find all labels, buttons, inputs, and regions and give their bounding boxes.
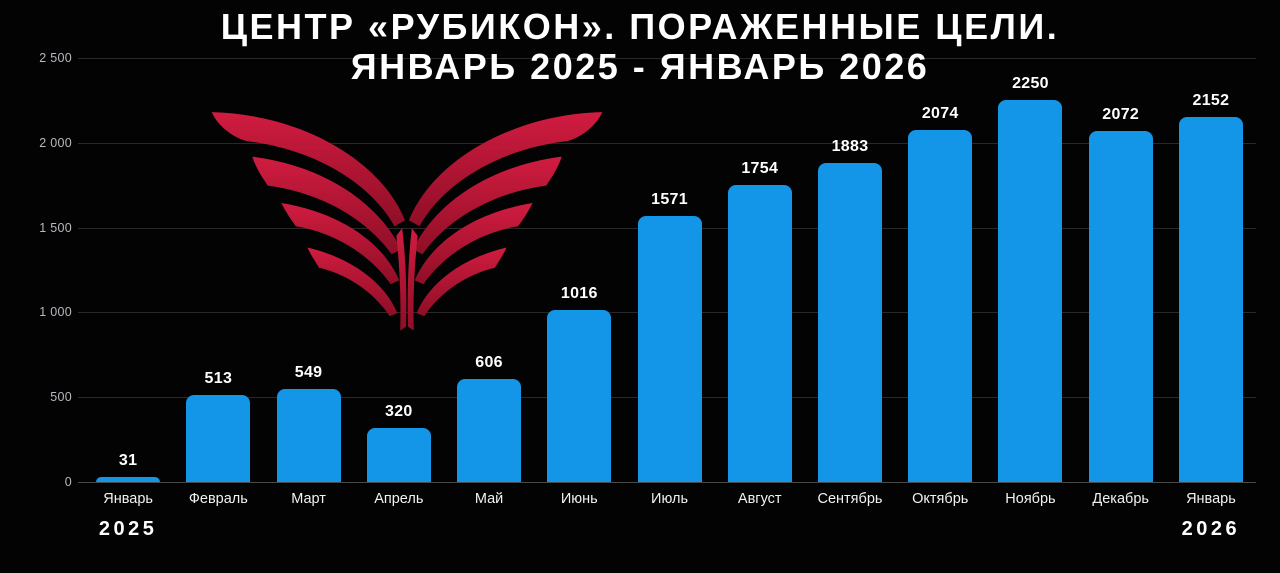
x-tick-label: Ноябрь xyxy=(1005,491,1056,507)
year-label-2025: 2025 xyxy=(98,518,158,540)
bar xyxy=(637,215,702,482)
x-tick-label: Март xyxy=(291,491,326,507)
bar xyxy=(186,395,251,482)
x-tick-label: Август xyxy=(737,491,782,507)
year-label-2026: 2026 xyxy=(1181,518,1241,540)
y-tick-label-500: 500 xyxy=(50,390,72,405)
bar-column: 2072 xyxy=(1076,58,1166,482)
x-tick-label: Апрель xyxy=(374,491,424,507)
x-tick-label: Май xyxy=(474,491,504,507)
bar-column: 513 xyxy=(173,58,263,482)
gridline-0 xyxy=(78,482,1256,483)
bar-column: 549 xyxy=(263,58,353,482)
bar-value-label: 31 xyxy=(118,451,138,469)
bar xyxy=(96,476,161,482)
bar-value-label: 320 xyxy=(385,402,413,420)
gridline-2500 xyxy=(78,58,1256,59)
y-tick-label-1500: 1 500 xyxy=(39,220,72,235)
bars-row: 31 513 549 320 606 1016 1571 1754 1883 2074 2250 20… xyxy=(83,58,1256,482)
bar-value-label: 1016 xyxy=(560,284,598,302)
bar xyxy=(366,427,431,482)
y-tick-label-1000: 1 000 xyxy=(39,305,72,320)
x-tick-label: Январь xyxy=(103,491,153,507)
bar-column: 1754 xyxy=(715,58,805,482)
gridline-2000 xyxy=(78,142,1256,144)
bar-value-label: 1883 xyxy=(831,137,869,155)
chart-title-line2: ЯНВАРЬ 2025 - ЯНВАРЬ 2026 xyxy=(350,46,930,87)
bar-column: 1016 xyxy=(534,58,624,482)
bar-value-label: 1571 xyxy=(651,190,688,208)
bar xyxy=(817,162,882,482)
x-tick-label: Сентябрь xyxy=(817,491,883,507)
x-tick-label: Июнь xyxy=(560,491,598,507)
y-tick-label-2000: 2 000 xyxy=(39,135,72,150)
y-tick-label-0: 0 xyxy=(64,475,72,489)
bar xyxy=(908,130,973,482)
x-tick-label: Февраль xyxy=(188,491,248,507)
bar-column: 31 xyxy=(83,58,173,482)
x-tick-label: Декабрь xyxy=(1092,491,1149,507)
years-row: 2025 2026 xyxy=(83,518,1256,544)
bar xyxy=(547,309,612,482)
plot-area: 31 513 549 320 606 1016 1571 1754 1883 2074 2250 20… xyxy=(78,58,1256,483)
bar-column: 2074 xyxy=(895,58,985,482)
bar xyxy=(276,388,341,482)
bar xyxy=(457,379,522,482)
bar-column: 2152 xyxy=(1166,58,1256,482)
bar-value-label: 549 xyxy=(294,363,323,381)
bar xyxy=(998,100,1063,482)
bar-value-label: 513 xyxy=(204,370,233,387)
bar-value-label: 2074 xyxy=(921,105,959,123)
y-tick-label-2500: 2 500 xyxy=(39,51,72,65)
bar xyxy=(727,184,792,482)
x-tick-label: Октябрь xyxy=(912,491,969,507)
bar xyxy=(1178,117,1243,482)
bar-column: 1883 xyxy=(805,58,895,482)
chart-title: ЦЕНТР «РУБИКОН». ПОРАЖЕННЫЕ ЦЕЛИ. ЯНВАРЬ… xyxy=(0,7,1280,87)
bar-value-label: 1754 xyxy=(741,159,779,177)
x-tick-label: Июль xyxy=(651,491,689,507)
bar-value-label: 2152 xyxy=(1192,92,1230,110)
chart-title-line1: ЦЕНТР «РУБИКОН». ПОРАЖЕННЫЕ ЦЕЛИ. xyxy=(220,6,1060,47)
bar-column: 606 xyxy=(444,58,534,482)
months-row: Январь Февраль Март Апрель Май Июнь Июль Август… xyxy=(83,491,1256,507)
bar xyxy=(1088,130,1153,482)
bar-value-label: 2072 xyxy=(1102,105,1140,123)
y-axis: 0 500 1 000 1 500 2 000 2 500 xyxy=(0,51,72,489)
bar-column: 1571 xyxy=(624,58,714,482)
bar-column: 2250 xyxy=(985,58,1075,482)
bar-value-label: 606 xyxy=(475,354,503,372)
bar-value-label: 2250 xyxy=(1012,75,1049,93)
x-tick-label: Январь xyxy=(1186,491,1236,507)
bar-column: 320 xyxy=(354,58,444,482)
rubicon-wings-logo-icon xyxy=(211,112,603,331)
